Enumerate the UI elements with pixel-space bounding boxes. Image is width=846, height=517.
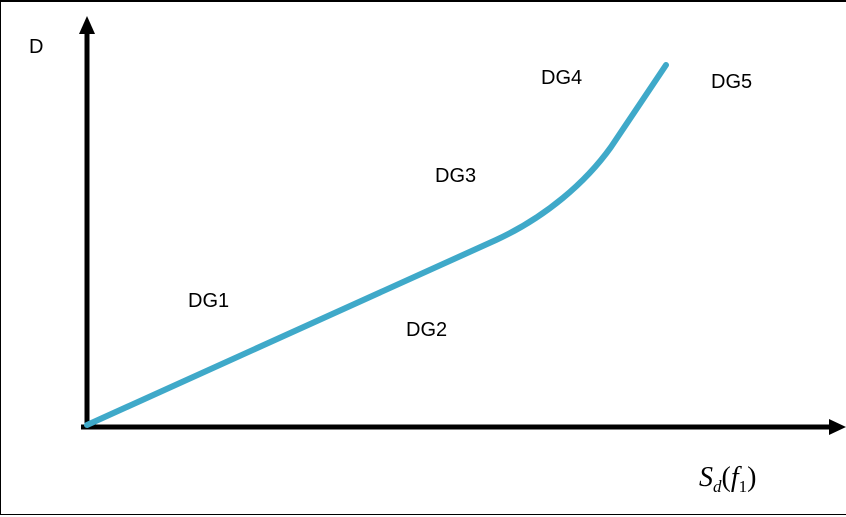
y-axis-label: D: [29, 36, 43, 58]
x-axis-label-base: S: [699, 462, 713, 493]
x-axis-arrow-icon: [829, 419, 846, 435]
region-label-dg4: DG4: [541, 67, 582, 89]
damage-curve: [84, 62, 669, 428]
region-label-dg5: DG5: [711, 71, 752, 93]
x-axis-label-arg: f: [731, 462, 742, 493]
x-axis-label-arg-sub: 1: [739, 477, 748, 496]
region-label-dg3: DG3: [435, 165, 476, 187]
x-axis-label-sub: d: [713, 477, 722, 496]
region-label-dg2: DG2: [406, 319, 447, 341]
x-axis-label-close: ): [747, 462, 756, 493]
x-axis-label: Sd(f1): [699, 462, 756, 496]
x-axis-label-open: (: [722, 462, 731, 493]
y-axis-arrow-icon: [79, 16, 95, 34]
region-label-dg1: DG1: [188, 290, 229, 312]
